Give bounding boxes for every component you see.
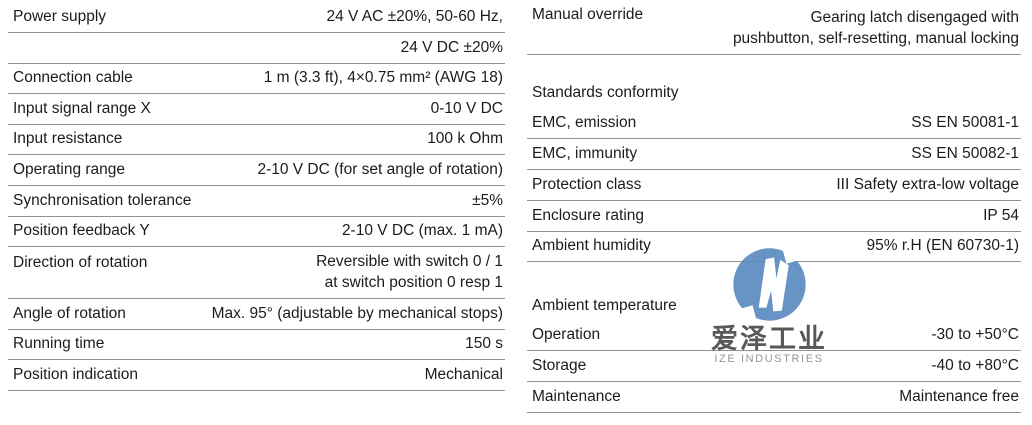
spec-label: Ambient humidity xyxy=(532,237,651,254)
table-row-input-signal-range: Input signal range X 0-10 V DC xyxy=(8,94,505,125)
spec-label: Protection class xyxy=(532,175,642,193)
table-spacer xyxy=(527,55,1021,79)
spec-value: Gearing latch disengaged with pushbutton… xyxy=(732,9,1019,47)
spec-label: Operating range xyxy=(13,160,126,178)
table-row-running-time: Running time 150 s xyxy=(8,330,505,361)
spec-value: Max. 95° (adjustable by mechanical stops… xyxy=(211,304,503,322)
table-row-power-supply: Power supply 24 V AC ±20%, 50-60 Hz, xyxy=(8,2,505,33)
spec-value: 100 k Ohm xyxy=(427,130,503,148)
spec-label: EMC, emission xyxy=(532,114,637,131)
table-row-operating-range: Operating range 2-10 V DC (for set angle… xyxy=(8,155,505,186)
table-row-operation: Operation -30 to +50°C xyxy=(527,321,1021,351)
section-header-ambient-temperature: Ambient temperature xyxy=(527,294,1021,321)
spec-label: Power supply xyxy=(13,8,107,25)
section-header-label: Ambient temperature xyxy=(532,297,677,314)
spec-value: 95% r.H (EN 60730-1) xyxy=(866,237,1020,254)
table-row-connection-cable: Connection cable 1 m (3.3 ft), 4×0.75 mm… xyxy=(8,64,505,95)
ize-logo-icon xyxy=(732,246,806,323)
spec-value: ±5% xyxy=(472,191,503,209)
spec-value: 150 s xyxy=(465,335,503,353)
spec-value: -40 to +80°C xyxy=(931,357,1019,374)
spec-label: EMC, immunity xyxy=(532,145,638,162)
section-header-label: Standards conformity xyxy=(532,84,679,101)
spec-label: Direction of rotation xyxy=(13,254,148,272)
table-row-storage: Storage -40 to +80°C xyxy=(527,351,1021,382)
spec-value: 24 V DC ±20% xyxy=(400,38,503,56)
section-header-standards-conformity: Standards conformity xyxy=(527,79,1021,108)
spec-label: Enclosure rating xyxy=(532,206,645,224)
table-row-direction-of-rotation: Direction of rotation Reversible with sw… xyxy=(8,247,505,300)
spec-value: III Safety extra-low voltage xyxy=(836,175,1019,193)
table-row-input-resistance: Input resistance 100 k Ohm xyxy=(8,125,505,156)
table-row-protection-class: Protection class III Safety extra-low vo… xyxy=(527,170,1021,201)
spec-label: Storage xyxy=(532,357,587,374)
spec-value: Mechanical xyxy=(424,365,503,383)
spec-value: 24 V AC ±20%, 50-60 Hz, xyxy=(326,8,503,25)
table-row-angle-of-rotation: Angle of rotation Max. 95° (adjustable b… xyxy=(8,299,505,330)
spec-label: Manual override xyxy=(532,6,644,23)
spec-table-right: Manual override Gearing latch disengaged… xyxy=(527,2,1021,413)
spec-label: Maintenance xyxy=(532,388,621,405)
spec-label: Operation xyxy=(532,326,601,343)
spec-value: SS EN 50082-1 xyxy=(911,145,1019,162)
spec-value: IP 54 xyxy=(983,206,1019,224)
table-row-enclosure-rating: Enclosure rating IP 54 xyxy=(527,201,1021,232)
table-row-power-supply-cont: 24 V DC ±20% xyxy=(8,33,505,64)
spec-label: Input signal range X xyxy=(13,99,151,117)
table-row-manual-override: Manual override Gearing latch disengaged… xyxy=(527,2,1021,55)
spec-table-left: Power supply 24 V AC ±20%, 50-60 Hz, 24 … xyxy=(8,2,505,391)
spec-label: Position feedback Y xyxy=(13,222,150,240)
spec-value: Reversible with switch 0 / 1 at switch p… xyxy=(316,253,503,292)
spec-value: Maintenance free xyxy=(899,388,1019,405)
table-row-ambient-humidity: Ambient humidity 95% r.H (EN 60730-1) xyxy=(527,232,1021,262)
table-row-emc-immunity: EMC, immunity SS EN 50082-1 xyxy=(527,139,1021,170)
spec-label: Connection cable xyxy=(13,69,133,87)
watermark-latin-name: IZE INDUSTRIES xyxy=(714,353,824,365)
ize-watermark: 爱泽工业 IZE INDUSTRIES xyxy=(694,246,844,365)
spec-label: Running time xyxy=(13,335,105,353)
spec-value: 1 m (3.3 ft), 4×0.75 mm² (AWG 18) xyxy=(263,69,503,87)
table-row-position-indication: Position indication Mechanical xyxy=(8,360,505,391)
spec-label: Input resistance xyxy=(13,130,123,148)
table-row-position-feedback: Position feedback Y 2-10 V DC (max. 1 mA… xyxy=(8,217,505,248)
spec-value: 2-10 V DC (for set angle of rotation) xyxy=(257,160,503,178)
spec-label: Synchronisation tolerance xyxy=(13,191,192,209)
spec-label: Angle of rotation xyxy=(13,304,126,322)
spec-value: 0-10 V DC xyxy=(430,99,503,117)
table-row-synchronisation-tolerance: Synchronisation tolerance ±5% xyxy=(8,186,505,217)
table-row-emc-emission: EMC, emission SS EN 50081-1 xyxy=(527,108,1021,139)
spec-label: Position indication xyxy=(13,365,138,383)
table-row-maintenance: Maintenance Maintenance free xyxy=(527,382,1021,413)
watermark-chinese-name: 爱泽工业 xyxy=(711,324,827,354)
spec-value: 2-10 V DC (max. 1 mA) xyxy=(341,222,503,240)
spec-value: SS EN 50081-1 xyxy=(911,114,1019,131)
spec-value: -30 to +50°C xyxy=(931,326,1019,343)
